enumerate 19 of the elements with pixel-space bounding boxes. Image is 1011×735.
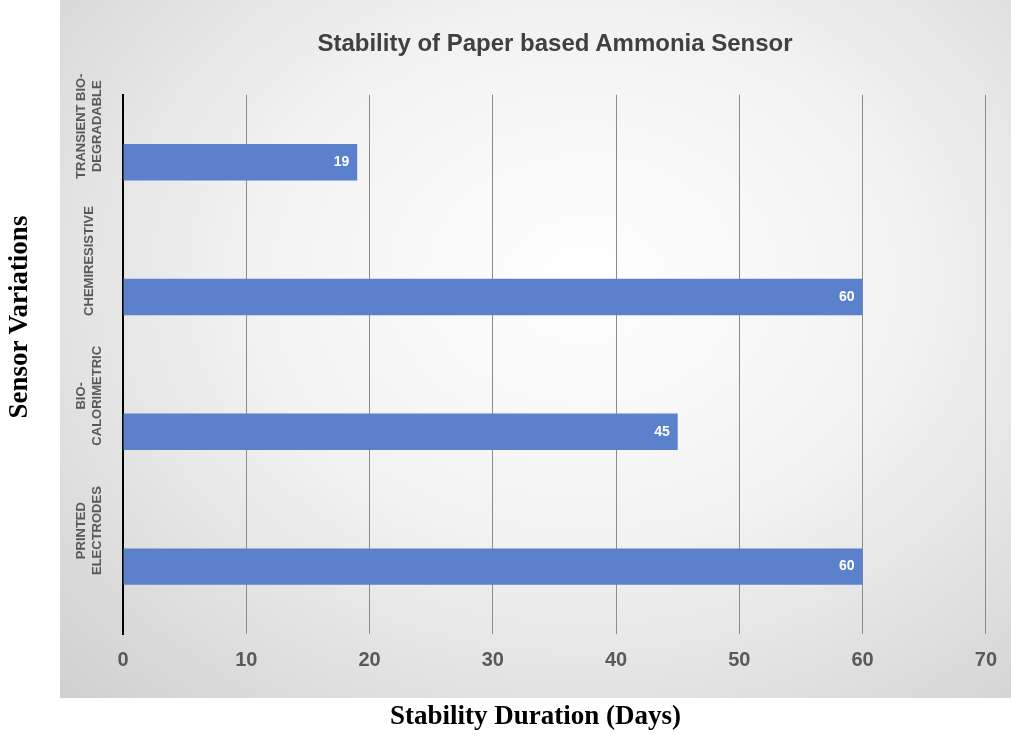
y-tick-label: CHEMIRESISTIVE [80, 205, 96, 316]
data-label: 45 [654, 422, 670, 439]
x-tick-label: 0 [117, 647, 129, 670]
x-tick-label: 60 [851, 647, 874, 670]
x-tick-label: 50 [728, 647, 751, 670]
x-tick-label: 20 [358, 647, 381, 670]
x-tick-label: 70 [974, 647, 997, 670]
y-tick-label: BIO-CALORIMETRIC [72, 345, 104, 446]
x-tick-label: 30 [481, 647, 504, 670]
chart-title: Stability of Paper based Ammonia Sensor [317, 29, 793, 57]
data-label: 19 [333, 153, 350, 170]
x-tick-label: 40 [604, 647, 628, 670]
data-label: 60 [839, 287, 855, 304]
x-axis-title: Stability Duration (Days) [389, 700, 682, 731]
y-tick-label: PRINTED ELECTRODES [72, 485, 104, 576]
y-axis-title: Sensor Variations [3, 214, 34, 421]
data-label: 60 [839, 557, 855, 574]
y-tick-label: TRANSIENT BIO-DEGRADABLE [72, 73, 104, 179]
x-tick-label: 10 [235, 647, 258, 670]
